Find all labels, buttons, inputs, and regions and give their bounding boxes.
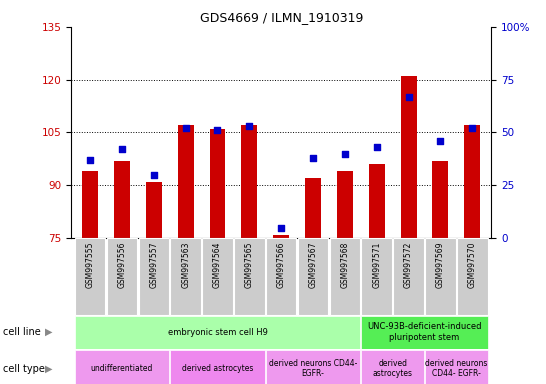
Point [213,127,222,134]
Bar [234,238,265,315]
Point [150,172,158,178]
Text: GSM997572: GSM997572 [404,242,413,288]
Bar [114,161,130,238]
Text: UNC-93B-deficient-induced
pluripotent stem: UNC-93B-deficient-induced pluripotent st… [367,323,482,342]
Point [181,125,190,131]
Bar [266,350,360,384]
Bar [202,238,233,315]
Point [277,225,286,231]
Point [372,144,381,151]
Bar [425,350,488,384]
Text: GSM997564: GSM997564 [213,242,222,288]
Bar [170,350,265,384]
Bar [273,235,289,238]
Text: GSM997569: GSM997569 [436,242,445,288]
Bar [210,129,225,238]
Bar [305,178,321,238]
Text: derived astrocytes: derived astrocytes [182,364,253,373]
Bar [361,238,392,315]
Text: GSM997563: GSM997563 [181,242,190,288]
Bar [425,238,456,315]
Text: GSM997567: GSM997567 [308,242,318,288]
Text: derived
astrocytes: derived astrocytes [373,359,413,378]
Bar [464,126,480,238]
Bar [337,171,353,238]
Text: GSM997566: GSM997566 [277,242,286,288]
Text: GSM997565: GSM997565 [245,242,254,288]
Text: derived neurons
CD44- EGFR-: derived neurons CD44- EGFR- [425,359,488,378]
Point [468,125,477,131]
Text: GSM997555: GSM997555 [86,242,94,288]
Bar [266,238,296,315]
Text: GSM997571: GSM997571 [372,242,381,288]
Bar [457,238,488,315]
Point [341,151,349,157]
Bar [401,76,417,238]
Bar [330,238,360,315]
Bar [75,238,105,315]
Bar [298,238,328,315]
Bar [146,182,162,238]
Text: GSM997570: GSM997570 [468,242,477,288]
Bar [139,238,169,315]
Point [404,94,413,100]
Text: ▶: ▶ [45,364,53,374]
Bar [369,164,385,238]
Text: GSM997556: GSM997556 [117,242,127,288]
Bar [361,316,488,349]
Text: embryonic stem cell H9: embryonic stem cell H9 [168,328,268,337]
Text: derived neurons CD44-
EGFR-: derived neurons CD44- EGFR- [269,359,357,378]
Text: GSM997568: GSM997568 [340,242,349,288]
Point [117,146,126,152]
Bar [393,238,424,315]
Bar [82,171,98,238]
Text: cell line: cell line [3,327,40,337]
Point [436,138,445,144]
Point [308,155,317,161]
Text: cell type: cell type [3,364,45,374]
Bar [75,350,169,384]
Bar [432,161,448,238]
Bar [170,238,201,315]
Point [245,123,254,129]
Text: ▶: ▶ [45,327,53,337]
Text: GSM997557: GSM997557 [149,242,158,288]
Bar [241,126,257,238]
Title: GDS4669 / ILMN_1910319: GDS4669 / ILMN_1910319 [199,11,363,24]
Point [86,157,94,163]
Bar [75,316,360,349]
Bar [361,350,424,384]
Bar [106,238,137,315]
Bar [177,126,194,238]
Text: undifferentiated: undifferentiated [91,364,153,373]
